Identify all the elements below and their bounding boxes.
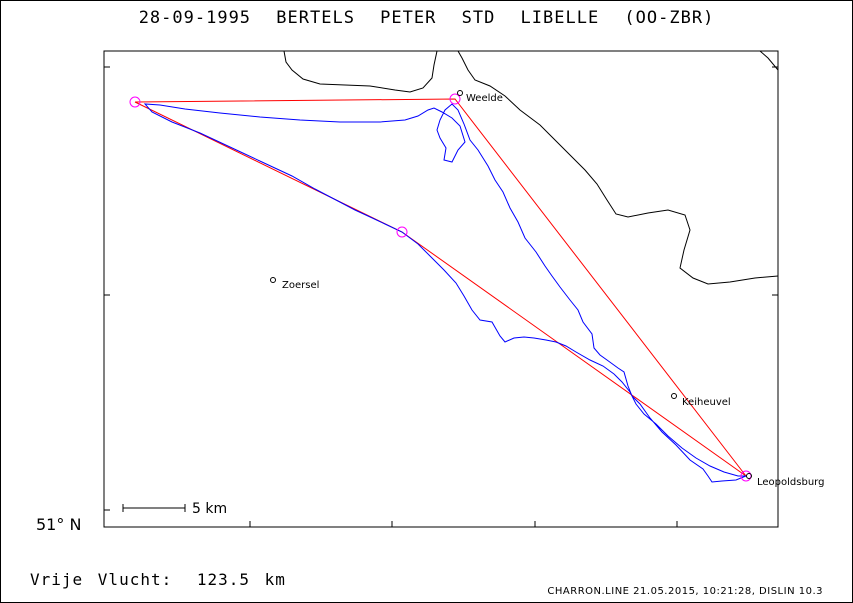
- distance-value: 123.5 km: [196, 570, 286, 589]
- task-line: [134, 98, 747, 477]
- turnpoints: [129, 93, 752, 482]
- town-marker: [270, 277, 276, 283]
- town-weelde: Weelde: [457, 90, 503, 104]
- flight-title: 28-09-1995 BERTELS PETER STD LIBELLE (OO…: [0, 8, 853, 28]
- town-marker: [746, 473, 752, 479]
- flight-track: [143, 103, 747, 483]
- turnpoint-marker: [449, 93, 461, 105]
- border-line: [283, 50, 779, 285]
- pilot-name: BERTELS PETER: [276, 8, 437, 28]
- town-label: Leopoldsburg: [757, 477, 824, 488]
- town-keiheuvel: Keiheuvel: [671, 393, 731, 408]
- scale-bar: [122, 504, 186, 512]
- distance-summary: Vrije Vlucht: 123.5 km: [30, 570, 286, 589]
- glider-name: STD LIBELLE (OO-ZBR): [461, 8, 715, 28]
- latitude-label: 51° N: [36, 515, 82, 534]
- turnpoint-marker: [396, 226, 408, 238]
- town-label: Keiheuvel: [682, 397, 731, 408]
- software-credit: CHARRON.LINE 21.05.2015, 10:21:28, DISLI…: [547, 586, 823, 597]
- town-marker: [457, 90, 463, 96]
- map-frame: [103, 50, 779, 528]
- town-zoersel: Zoersel: [270, 277, 319, 291]
- town-label: Weelde: [466, 93, 503, 104]
- turnpoint-marker: [129, 96, 141, 108]
- flight-date: 28-09-1995: [138, 8, 252, 28]
- town-marker: [671, 393, 677, 399]
- town-leopoldsburg: Leopoldsburg: [746, 473, 824, 488]
- town-label: Zoersel: [282, 280, 319, 291]
- scale-bar-label: 5 km: [192, 501, 227, 517]
- distance-label: Vrije Vlucht:: [30, 570, 173, 589]
